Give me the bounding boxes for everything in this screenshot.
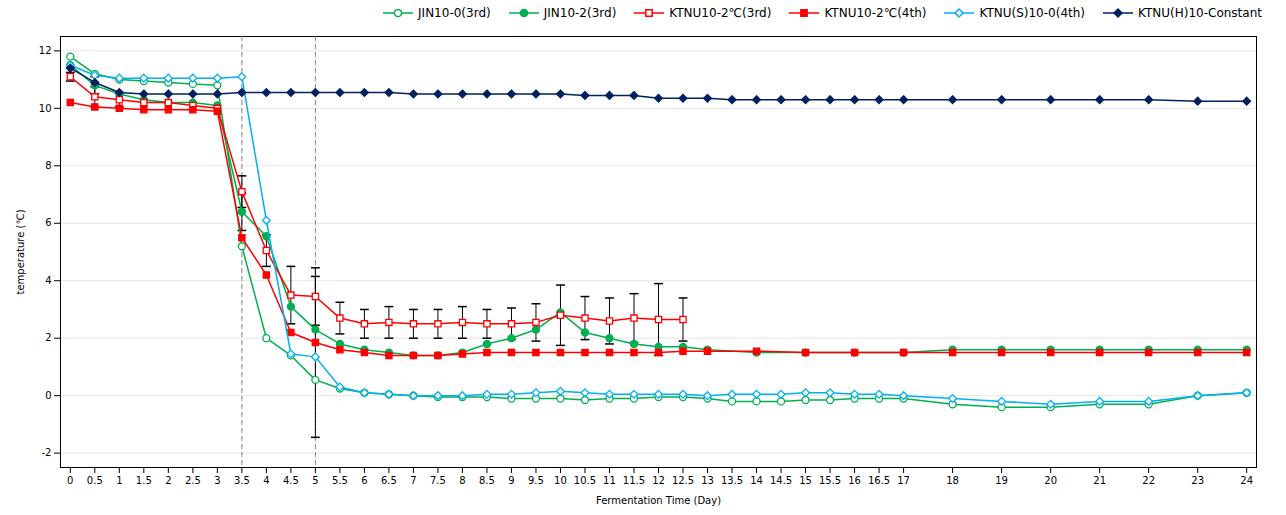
svg-text:17: 17 xyxy=(897,475,910,486)
svg-text:7: 7 xyxy=(410,475,416,486)
svg-text:8: 8 xyxy=(459,475,465,486)
svg-text:22: 22 xyxy=(1142,475,1155,486)
svg-text:8: 8 xyxy=(45,160,51,171)
svg-text:12: 12 xyxy=(652,475,665,486)
svg-text:3: 3 xyxy=(214,475,220,486)
svg-text:10.5: 10.5 xyxy=(574,475,596,486)
svg-text:6.5: 6.5 xyxy=(381,475,397,486)
svg-text:15: 15 xyxy=(799,475,812,486)
svg-text:temperature (℃): temperature (℃) xyxy=(15,209,26,294)
svg-text:6: 6 xyxy=(361,475,367,486)
svg-text:9.5: 9.5 xyxy=(528,475,544,486)
svg-text:10: 10 xyxy=(554,475,567,486)
svg-text:6: 6 xyxy=(45,217,51,228)
svg-text:4: 4 xyxy=(45,275,51,286)
svg-text:5: 5 xyxy=(312,475,318,486)
svg-text:9: 9 xyxy=(508,475,514,486)
svg-text:19: 19 xyxy=(995,475,1008,486)
svg-text:Fermentation Time (Day): Fermentation Time (Day) xyxy=(596,495,721,506)
svg-text:10: 10 xyxy=(39,103,52,114)
svg-text:18: 18 xyxy=(946,475,959,486)
svg-text:16: 16 xyxy=(848,475,861,486)
html-text:JIN10-0(3rd): JIN10-0(3rd) xyxy=(418,6,491,20)
svg-text:-2: -2 xyxy=(42,447,52,458)
svg-text:13.5: 13.5 xyxy=(721,475,743,486)
svg-text:24: 24 xyxy=(1240,475,1253,486)
svg-text:2: 2 xyxy=(165,475,171,486)
svg-text:16.5: 16.5 xyxy=(868,475,890,486)
svg-text:2: 2 xyxy=(45,332,51,343)
svg-text:12: 12 xyxy=(39,45,52,56)
svg-text:1: 1 xyxy=(116,475,122,486)
svg-text:13: 13 xyxy=(701,475,714,486)
svg-text:7.5: 7.5 xyxy=(430,475,446,486)
svg-text:15.5: 15.5 xyxy=(819,475,841,486)
html-text:KTNU10-2℃(4th): KTNU10-2℃(4th) xyxy=(824,6,927,20)
svg-text:12.5: 12.5 xyxy=(672,475,694,486)
html-text:KTNU(S)10-0(4th): KTNU(S)10-0(4th) xyxy=(979,6,1085,20)
svg-text:8.5: 8.5 xyxy=(479,475,495,486)
svg-text:14: 14 xyxy=(750,475,763,486)
svg-text:1.5: 1.5 xyxy=(136,475,152,486)
html-text:JIN10-2(3rd): JIN10-2(3rd) xyxy=(543,6,617,20)
svg-text:23: 23 xyxy=(1191,475,1204,486)
svg-text:0.5: 0.5 xyxy=(87,475,103,486)
svg-text:5.5: 5.5 xyxy=(332,475,348,486)
html-text:KTNU(H)10-Constant: KTNU(H)10-Constant xyxy=(1138,6,1262,20)
svg-text:11: 11 xyxy=(603,475,616,486)
svg-text:14.5: 14.5 xyxy=(770,475,792,486)
svg-text:11.5: 11.5 xyxy=(623,475,645,486)
svg-text:0: 0 xyxy=(67,475,73,486)
svg-text:3.5: 3.5 xyxy=(234,475,250,486)
svg-text:0: 0 xyxy=(45,390,51,401)
svg-text:21: 21 xyxy=(1093,475,1106,486)
svg-text:4.5: 4.5 xyxy=(283,475,299,486)
svg-text:2.5: 2.5 xyxy=(185,475,201,486)
svg-text:20: 20 xyxy=(1044,475,1057,486)
html-text:KTNU10-2℃(3rd): KTNU10-2℃(3rd) xyxy=(669,6,772,20)
svg-text:4: 4 xyxy=(263,475,269,486)
